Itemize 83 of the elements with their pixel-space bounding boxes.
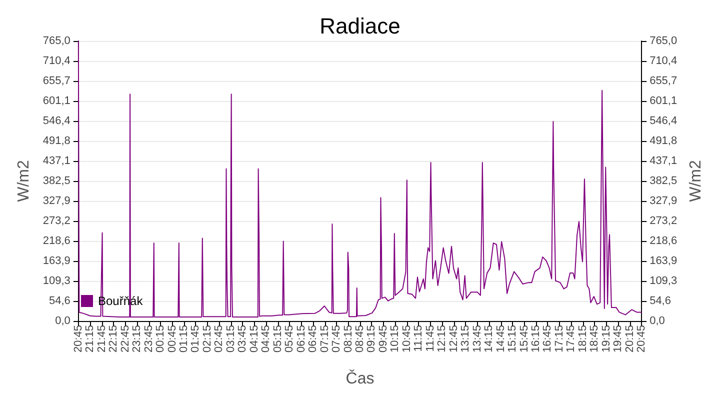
- x-tick-label: 19:15: [600, 325, 612, 353]
- x-tick-label: 06:15: [295, 325, 308, 353]
- y-tick-label: 54,6: [49, 295, 70, 307]
- y-tick-label: 163,9: [42, 255, 70, 267]
- x-tick-label: 17:45: [565, 325, 578, 353]
- x-tick-label: 00:45: [166, 325, 178, 353]
- y-tick-label: 109,3: [42, 275, 70, 287]
- x-tick-label: 21:45: [96, 325, 108, 353]
- x-tick-label: 18:15: [576, 325, 589, 353]
- y2-tick-label: 655,7: [650, 75, 678, 87]
- y2-tick-label: 218,6: [650, 235, 678, 247]
- y2-tick-label: 109,3: [650, 275, 678, 287]
- y-tick-label: 601,1: [42, 95, 70, 107]
- x-tick-label: 20:15: [624, 325, 636, 353]
- y2-tick-label: 273,2: [650, 215, 678, 227]
- x-tick-label: 16:45: [542, 325, 554, 353]
- x-tick-label: 17:15: [553, 325, 566, 353]
- y-tick-label: 765,0: [42, 35, 70, 47]
- x-tick-label: 20:45: [72, 325, 84, 353]
- chart-title: Radiace: [320, 14, 400, 38]
- x-tick-label: 06:45: [307, 325, 320, 353]
- x-tick-label: 23:45: [142, 325, 155, 353]
- x-tick-label: 14:45: [494, 325, 507, 353]
- y-tick-label: 491,8: [42, 135, 70, 147]
- y2-tick-label: 0,0: [650, 315, 665, 327]
- x-tick-label: 04:15: [248, 325, 260, 353]
- y2-tick-label: 710,4: [650, 55, 678, 67]
- x-tick-label: 05:45: [284, 325, 296, 353]
- x-tick-label: 11:45: [424, 325, 436, 352]
- x-tick-label: 10:45: [400, 325, 413, 353]
- y-tick-label: 546,4: [42, 115, 70, 127]
- x-tick-label: 08:45: [354, 325, 366, 353]
- y2-axis-title: W/m2: [688, 160, 704, 202]
- x-tick-label: 03:15: [224, 325, 237, 353]
- y-tick-label: 710,4: [42, 55, 70, 67]
- x-tick-label: 02:45: [213, 325, 226, 353]
- y-tick-label: 382,5: [42, 175, 70, 187]
- y-tick-label: 0,0: [55, 315, 70, 327]
- x-tick-label: 21:15: [84, 325, 96, 353]
- x-tick-label: 16:15: [530, 325, 542, 353]
- x-tick-label: 13:45: [471, 325, 484, 353]
- x-tick-label: 23:15: [131, 325, 144, 353]
- x-tick-label: 13:15: [460, 325, 472, 353]
- x-tick-label: 20:45: [636, 325, 648, 353]
- x-tick-label: 15:45: [518, 325, 530, 353]
- y2-tick-label: 163,9: [650, 255, 678, 267]
- x-tick-label: 03:45: [236, 325, 249, 353]
- x-tick-label: 18:45: [588, 325, 601, 353]
- x-tick-label: 01:45: [190, 325, 202, 353]
- x-tick-label: 12:45: [448, 325, 460, 353]
- y2-tick-label: 437,1: [650, 155, 678, 167]
- y-tick-label: 437,1: [42, 155, 70, 167]
- x-tick-label: 11:15: [412, 325, 425, 352]
- x-tick-label: 09:15: [366, 325, 378, 353]
- x-tick-label: 09:45: [377, 325, 390, 353]
- x-tick-label: 12:15: [436, 325, 448, 353]
- y-tick-label: 327,9: [42, 195, 70, 207]
- x-tick-label: 02:15: [201, 325, 214, 353]
- y2-tick-label: 546,4: [650, 115, 678, 127]
- x-tick-label: 01:15: [178, 325, 190, 353]
- y-tick-label: 273,2: [42, 215, 70, 227]
- x-tick-label: 08:15: [342, 325, 354, 353]
- x-tick-label: 22:15: [108, 325, 120, 353]
- x-tick-label: 07:45: [330, 325, 343, 353]
- x-tick-label: 10:15: [389, 325, 402, 353]
- x-tick-label: 04:45: [260, 325, 272, 353]
- x-tick-label: 07:15: [318, 325, 331, 353]
- y2-tick-label: 491,8: [650, 135, 678, 147]
- y-axis-title: W/m2: [16, 160, 32, 202]
- y-tick-label: 655,7: [42, 75, 70, 87]
- y2-tick-label: 382,5: [650, 175, 678, 187]
- y2-tick-label: 54,6: [650, 295, 671, 307]
- y-tick-label: 218,6: [42, 235, 70, 247]
- y2-tick-label: 601,1: [650, 95, 678, 107]
- x-tick-label: 14:15: [483, 325, 496, 353]
- x-tick-label: 22:45: [119, 325, 132, 353]
- x-tick-label: 00:15: [154, 325, 167, 353]
- x-tick-label: 15:15: [506, 325, 519, 353]
- x-tick-label: 19:45: [612, 325, 624, 353]
- x-tick-label: 05:15: [272, 325, 284, 353]
- y2-tick-label: 327,9: [650, 195, 678, 207]
- x-axis-title: Čas: [346, 370, 374, 388]
- y2-tick-label: 765,0: [650, 35, 678, 47]
